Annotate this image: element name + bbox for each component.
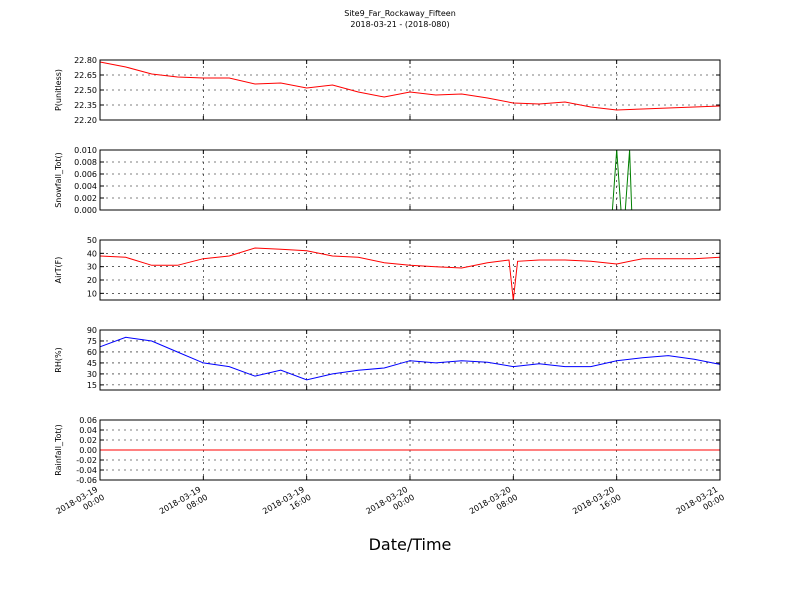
y-tick-label: 22.35 <box>74 101 97 110</box>
y-tick-label: 0.00 <box>79 446 97 455</box>
y-tick-label: 40 <box>87 249 97 258</box>
y-tick-label: 0.002 <box>74 194 97 203</box>
y-tick-label: 0.06 <box>79 416 97 425</box>
y-tick-label: 22.65 <box>74 71 97 80</box>
x-axis-label: Date/Time <box>369 535 452 554</box>
data-line <box>99 336 721 381</box>
y-tick-label: 30 <box>87 263 97 272</box>
y-tick-label: 0.008 <box>74 158 97 167</box>
y-tick-label: 50 <box>87 236 97 245</box>
y-tick-label: 20 <box>87 276 97 285</box>
y-tick-label: -0.04 <box>76 466 97 475</box>
data-line <box>99 247 721 301</box>
y-tick-label: 0.02 <box>79 436 97 445</box>
y-axis-label: Snowfall_Tot() <box>54 152 63 208</box>
y-axis-label: Rainfall_Tot() <box>54 424 63 476</box>
y-tick-label: 0.010 <box>74 146 97 155</box>
y-tick-label: -0.02 <box>76 456 97 465</box>
plot-frame <box>99 149 721 211</box>
data-line <box>99 61 721 111</box>
y-tick-label: 0.000 <box>74 206 97 215</box>
plot-frame <box>99 239 721 301</box>
y-tick-label: 90 <box>87 326 97 335</box>
plot-frame <box>99 329 721 391</box>
y-tick-label: 0.004 <box>74 182 97 191</box>
y-tick-label: 22.80 <box>74 56 97 65</box>
y-tick-label: 15 <box>87 381 97 390</box>
y-tick-label: 0.04 <box>79 426 97 435</box>
y-axis-label: P(unitless) <box>54 69 63 111</box>
y-axis-label: RH(%) <box>54 347 63 372</box>
y-tick-label: 0.006 <box>74 170 97 179</box>
y-tick-label: 60 <box>87 348 97 357</box>
y-tick-label: 75 <box>87 337 97 346</box>
y-tick-label: 22.20 <box>74 116 97 125</box>
plot-frame <box>99 59 721 121</box>
y-tick-label: 10 <box>87 289 97 298</box>
plot-frame <box>99 419 721 481</box>
y-tick-label: 30 <box>87 370 97 379</box>
title: Site9_Far_Rockaway_Fifteen <box>344 9 456 18</box>
y-tick-label: 22.50 <box>74 86 97 95</box>
subtitle: 2018-03-21 - (2018-080) <box>350 20 449 29</box>
y-tick-label: -0.06 <box>76 476 97 485</box>
y-axis-label: AirT(F) <box>54 257 63 284</box>
y-tick-label: 45 <box>87 359 97 368</box>
